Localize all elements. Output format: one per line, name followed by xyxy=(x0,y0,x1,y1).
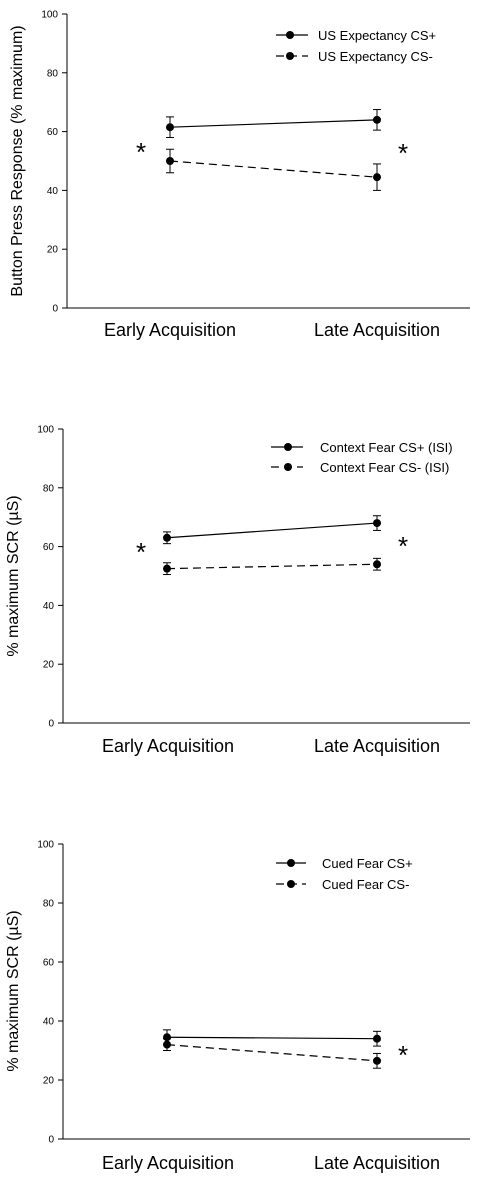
legend-label-cs-plus: US Expectancy CS+ xyxy=(318,28,436,43)
series-line-cs-plus xyxy=(166,522,378,539)
chart-1-svg: Button Press Response (% maximum) Early … xyxy=(9,10,470,340)
x-category-label-early: Early Acquisition xyxy=(104,320,236,340)
series-line-cs-minus xyxy=(166,563,378,570)
data-point-cs-plus xyxy=(373,519,381,528)
chart-panel-3: % maximum SCR (µS) Early Acquisition Lat… xyxy=(0,830,490,1177)
legend-label-cs-minus: Context Fear CS- (ISI) xyxy=(320,460,449,475)
y-tick-label: 80 xyxy=(43,483,55,494)
legend-marker-cs-minus xyxy=(287,880,295,888)
plot-series xyxy=(163,1029,381,1069)
data-point-cs-plus xyxy=(166,123,174,132)
plot-series xyxy=(163,515,381,576)
y-tick-label: 0 xyxy=(52,304,58,315)
y-ticks: 0 20 40 60 80 100 xyxy=(41,10,67,315)
legend-marker-cs-minus xyxy=(286,52,294,60)
y-ticks: 0 20 40 60 80 100 xyxy=(37,840,63,1146)
y-tick-label: 60 xyxy=(47,127,59,138)
y-axis-label: % maximum SCR (µS) xyxy=(5,910,22,1071)
y-tick-label: 100 xyxy=(41,10,58,21)
y-axis-label: Button Press Response (% maximum) xyxy=(9,25,26,296)
y-tick-label: 40 xyxy=(43,1017,55,1028)
y-axis-label: % maximum SCR (µS) xyxy=(5,495,22,656)
significance-asterisk-late: * xyxy=(398,531,408,561)
y-tick-label: 0 xyxy=(48,719,54,730)
chart-panel-1: Button Press Response (% maximum) Early … xyxy=(0,0,490,360)
y-tick-label: 20 xyxy=(43,660,55,671)
y-tick-label: 60 xyxy=(43,958,55,969)
data-point-cs-plus xyxy=(163,1033,171,1042)
significance-asterisk-early: * xyxy=(136,537,146,567)
data-point-cs-minus xyxy=(166,157,174,165)
y-tick-label: 100 xyxy=(37,840,54,851)
y-tick-label: 40 xyxy=(47,186,59,197)
y-tick-label: 80 xyxy=(43,899,55,910)
y-tick-label: 100 xyxy=(37,425,54,436)
y-tick-label: 20 xyxy=(43,1076,55,1087)
plot-series xyxy=(166,109,381,191)
significance-asterisk-late: * xyxy=(398,138,408,168)
x-category-label-late: Late Acquisition xyxy=(314,1153,440,1173)
y-tick-label: 0 xyxy=(48,1135,54,1146)
x-category-label-early: Early Acquisition xyxy=(102,1153,234,1173)
series-line-cs-minus xyxy=(169,160,378,178)
data-point-cs-minus xyxy=(373,1056,381,1065)
legend-marker-cs-plus xyxy=(287,859,295,867)
legend-label-cs-plus: Context Fear CS+ (ISI) xyxy=(320,440,453,455)
significance-asterisk-early: * xyxy=(136,137,146,167)
chart-3-svg: % maximum SCR (µS) Early Acquisition Lat… xyxy=(5,840,470,1173)
y-ticks: 0 20 40 60 80 100 xyxy=(37,425,63,730)
legend-label-cs-minus: Cued Fear CS- xyxy=(322,877,409,892)
y-tick-label: 40 xyxy=(43,601,55,612)
legend-marker-cs-minus xyxy=(284,463,292,471)
series-line-cs-minus xyxy=(166,1044,378,1062)
y-tick-label: 80 xyxy=(47,68,59,79)
data-point-cs-minus xyxy=(373,173,381,182)
y-tick-label: 20 xyxy=(47,245,59,256)
legend-marker-cs-plus xyxy=(286,31,294,39)
legend-label-cs-plus: Cued Fear CS+ xyxy=(322,856,413,871)
x-category-label-early: Early Acquisition xyxy=(102,736,234,756)
x-category-label-late: Late Acquisition xyxy=(314,736,440,756)
y-tick-label: 60 xyxy=(43,542,55,553)
data-point-cs-plus xyxy=(163,533,171,542)
data-point-cs-minus xyxy=(163,564,171,573)
series-line-cs-plus xyxy=(169,119,378,128)
chart-panel-2: % maximum SCR (µS) Early Acquisition Lat… xyxy=(0,410,490,780)
series-line-cs-plus xyxy=(166,1036,378,1040)
data-point-cs-minus xyxy=(373,560,381,569)
chart-2-svg: % maximum SCR (µS) Early Acquisition Lat… xyxy=(5,425,470,756)
legend-label-cs-minus: US Expectancy CS- xyxy=(318,49,433,64)
data-point-cs-plus xyxy=(373,1034,381,1043)
data-point-cs-minus xyxy=(163,1040,171,1049)
significance-asterisk-late: * xyxy=(398,1040,408,1070)
data-point-cs-plus xyxy=(373,115,381,124)
x-category-label-late: Late Acquisition xyxy=(314,320,440,340)
legend-marker-cs-plus xyxy=(284,443,292,451)
